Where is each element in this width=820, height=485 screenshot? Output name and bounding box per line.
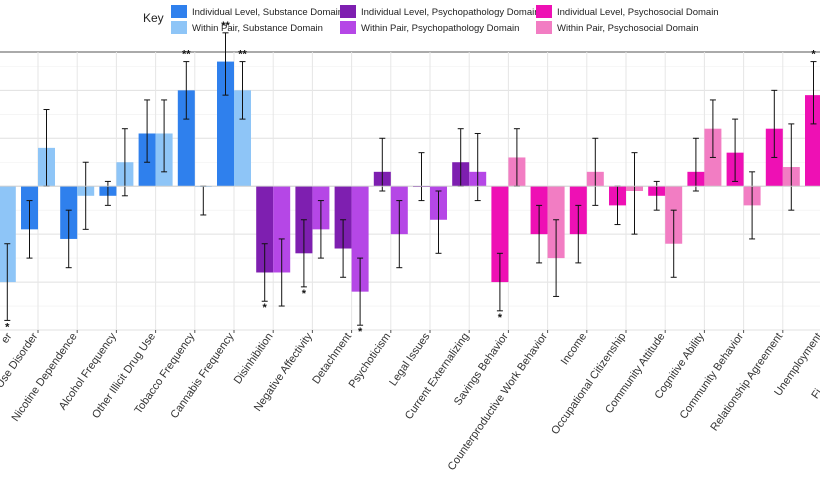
significance-marker: **	[221, 20, 230, 32]
error-bar-within-pair	[357, 257, 364, 326]
bar-individual-level	[491, 186, 509, 283]
significance-marker: *	[358, 326, 363, 338]
bar-within-pair	[273, 186, 291, 273]
bar-individual-level	[177, 90, 195, 187]
legend-title: Key	[143, 11, 164, 25]
error-bar-individual-level	[300, 219, 307, 288]
error-bar-individual-level	[496, 252, 503, 312]
error-bar-individual-level	[379, 137, 386, 192]
error-bar-within-pair	[82, 161, 89, 230]
plot-background	[0, 52, 820, 330]
error-bar-individual-level	[261, 243, 268, 302]
error-bar-individual-level	[104, 180, 111, 206]
bar-individual-level	[256, 186, 274, 273]
error-bar-individual-level	[26, 200, 33, 259]
x-tick-label: Detachment	[310, 331, 354, 386]
legend-label: Individual Level, Substance Domain	[192, 7, 343, 18]
significance-marker: *	[498, 312, 503, 324]
error-bar-individual-level	[65, 209, 72, 269]
error-bar-within-pair	[749, 171, 756, 240]
legend-swatch	[536, 21, 552, 34]
x-tick-label: Occupational Citizenship	[549, 331, 628, 437]
bar-within-pair	[351, 186, 369, 292]
plot-area: ************	[0, 20, 820, 338]
legend-label: Within Pair, Psychosocial Domain	[557, 23, 699, 34]
legend-swatch	[171, 5, 187, 18]
legend: Key Individual Level, Substance Domain Wit…	[143, 5, 719, 34]
x-tick-label: Disinhibition	[232, 331, 276, 386]
error-bar-within-pair	[631, 152, 638, 235]
edge-error-bar	[4, 243, 11, 321]
x-tick-label-truncated-right: Fi	[809, 387, 820, 401]
bar-individual-level	[334, 186, 352, 249]
error-bar-within-pair	[670, 209, 677, 278]
legend-swatch	[536, 5, 552, 18]
significance-marker: **	[182, 49, 191, 61]
error-bar-within-pair	[592, 137, 599, 206]
x-tick-label: Legal Issues	[387, 330, 433, 388]
error-bar-individual-level	[732, 118, 739, 182]
error-bar-within-pair	[435, 190, 442, 254]
legend-swatch	[340, 21, 356, 34]
legend-swatch	[171, 21, 187, 34]
legend-label: Individual Level, Psychopathology Domain	[361, 7, 540, 18]
significance-marker: *	[302, 288, 307, 300]
bar-individual-level	[805, 95, 820, 187]
legend-label: Within Pair, Psychopathology Domain	[361, 23, 519, 34]
error-bar-individual-level	[340, 219, 347, 278]
error-bar-individual-level	[771, 89, 778, 158]
error-bar-individual-level	[536, 204, 543, 264]
error-bar-individual-level	[810, 61, 817, 125]
error-bar-individual-level	[418, 152, 425, 202]
error-bar-within-pair	[317, 200, 324, 259]
x-tick-label: Relationship Agreement	[708, 331, 785, 434]
x-tick-label: Income	[559, 331, 590, 367]
legend-label: Within Pair, Substance Domain	[192, 23, 323, 34]
error-bar-within-pair	[788, 123, 795, 211]
edge-bar	[0, 186, 16, 283]
error-bar-individual-level	[144, 99, 151, 163]
error-bar-within-pair	[709, 99, 716, 158]
significance-marker: *	[263, 302, 268, 314]
error-bar-individual-level	[183, 61, 190, 120]
bar-within-pair	[234, 90, 251, 187]
significance-marker: *	[811, 49, 816, 61]
error-bar-within-pair	[396, 200, 403, 269]
significance-marker: **	[238, 49, 247, 61]
error-bar-within-pair	[474, 132, 481, 202]
error-bar-within-pair	[553, 219, 560, 297]
error-bar-within-pair	[121, 128, 128, 197]
bar-individual-level	[217, 61, 234, 187]
error-bar-individual-level	[692, 137, 699, 192]
error-bar-within-pair	[161, 99, 168, 173]
legend-label: Individual Level, Psychosocial Domain	[557, 7, 719, 18]
error-bar-individual-level	[222, 32, 229, 96]
legend-swatch	[340, 5, 356, 18]
error-bar-within-pair	[239, 61, 246, 120]
error-bar-individual-level	[575, 204, 582, 264]
edge-significance-marker: *	[5, 321, 10, 333]
error-bar-within-pair	[278, 238, 285, 307]
x-tick-label-truncated-left: er	[0, 331, 15, 346]
